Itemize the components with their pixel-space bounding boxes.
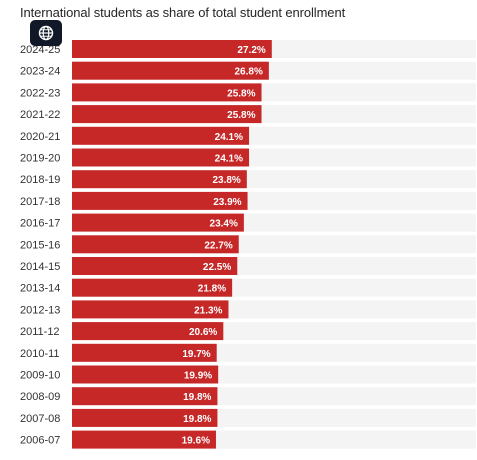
category-label: 2021-22 (20, 109, 60, 121)
data-label: 21.3% (194, 305, 222, 316)
data-label: 23.9% (213, 197, 241, 208)
bar-2021-22[interactable] (72, 105, 262, 124)
category-label: 2013-14 (20, 283, 60, 295)
category-label: 2022-23 (20, 87, 60, 99)
category-label: 2014-15 (20, 261, 60, 273)
bar-2010-11[interactable] (72, 343, 217, 362)
data-label: 19.8% (183, 392, 211, 403)
bar-2009-10[interactable] (72, 365, 219, 384)
bar-2019-20[interactable] (72, 148, 250, 167)
bar-2012-13[interactable] (72, 300, 229, 319)
category-label: 2017-18 (20, 196, 60, 208)
bar-2022-23[interactable] (72, 83, 262, 102)
data-label: 19.9% (184, 371, 212, 382)
category-label: 2016-17 (20, 218, 60, 230)
bar-2024-25[interactable] (72, 40, 272, 58)
data-label: 25.8% (227, 110, 255, 121)
bar-2008-09[interactable] (72, 387, 218, 406)
data-label: 19.8% (183, 414, 211, 425)
category-label: 2015-16 (20, 239, 60, 251)
bar-2016-17[interactable] (72, 213, 244, 232)
category-label: 2020-21 (20, 131, 60, 143)
category-label: 2006-07 (20, 435, 60, 447)
category-label: 2008-09 (20, 391, 60, 403)
bar-2011-12[interactable] (72, 322, 224, 341)
category-label: 2012-13 (20, 304, 60, 316)
data-label: 22.7% (204, 240, 232, 251)
data-label: 24.1% (215, 132, 243, 143)
data-label: 22.5% (203, 262, 231, 273)
category-label: 2007-08 (20, 413, 60, 425)
bar-2018-19[interactable] (72, 170, 247, 189)
category-label: 2024-25 (20, 44, 60, 56)
data-label: 23.4% (210, 219, 238, 230)
bar-2006-07[interactable] (72, 430, 216, 449)
bar-2007-08[interactable] (72, 408, 218, 427)
bar-2014-15[interactable] (72, 257, 238, 275)
data-label: 19.6% (182, 436, 210, 447)
category-label: 2010-11 (20, 348, 60, 360)
data-label: 24.1% (215, 154, 243, 165)
category-label: 2009-10 (20, 370, 60, 382)
category-label: 2018-19 (20, 174, 60, 186)
bar-2020-21[interactable] (72, 126, 250, 145)
category-label: 2011-12 (20, 326, 60, 338)
data-label: 27.2% (237, 45, 265, 56)
data-label: 21.8% (198, 284, 226, 295)
data-label: 25.8% (227, 88, 255, 99)
category-label: 2023-24 (20, 66, 60, 78)
bar-2017-18[interactable] (72, 191, 248, 210)
globe-icon (38, 25, 54, 41)
data-label: 20.6% (189, 327, 217, 338)
globe-badge-button[interactable] (30, 20, 62, 46)
bar-2015-16[interactable] (72, 235, 239, 254)
data-label: 23.8% (212, 175, 240, 186)
category-label: 2019-20 (20, 153, 60, 165)
data-label: 26.8% (234, 67, 262, 78)
chart-title: International students as share of total… (20, 5, 346, 20)
bar-2023-24[interactable] (72, 61, 269, 80)
data-label: 19.7% (182, 349, 210, 360)
bar-2013-14[interactable] (72, 278, 233, 297)
